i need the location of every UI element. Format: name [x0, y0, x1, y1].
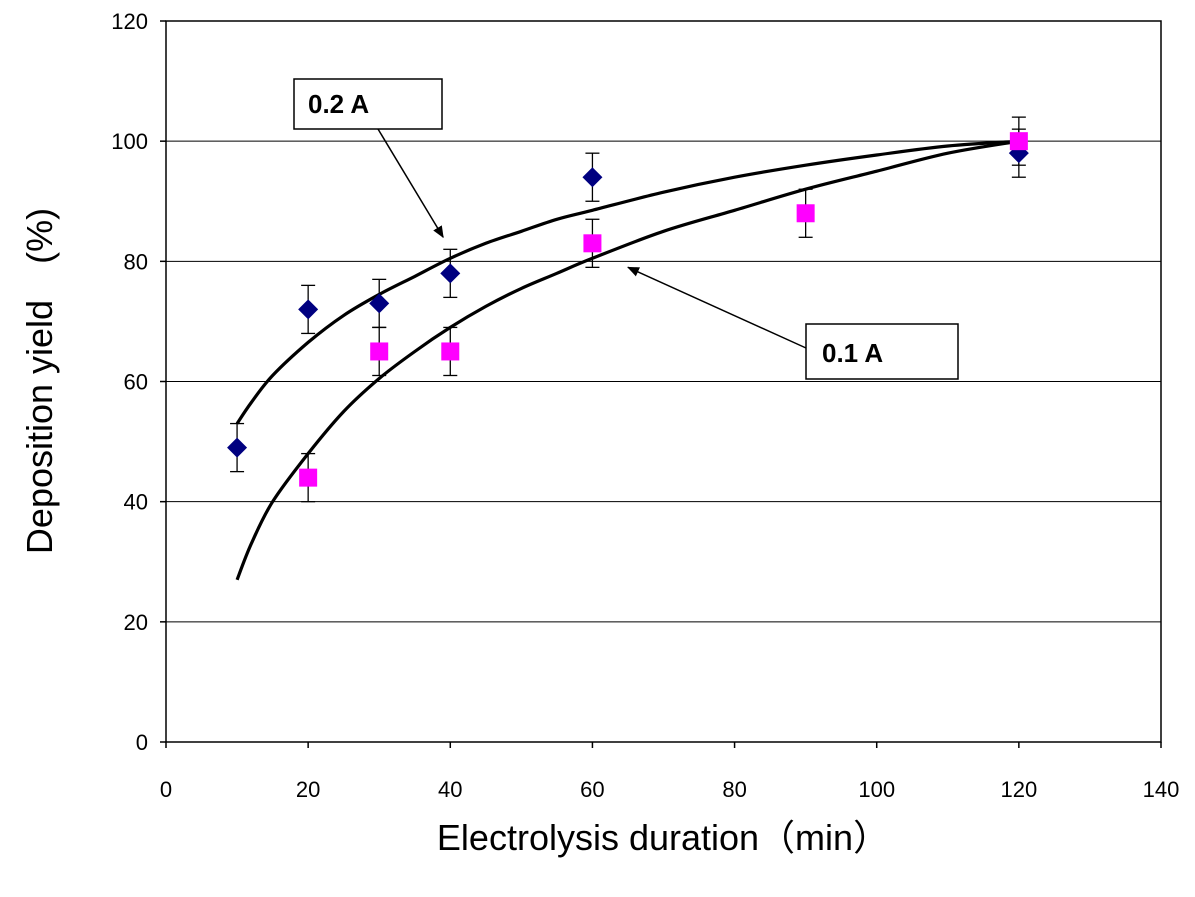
point-square-2 — [441, 342, 460, 361]
gridlines — [166, 140, 1161, 623]
fit-curve-0 — [235, 139, 1020, 425]
x-axis-ticks: 0 20 40 60 80 100 120 140 — [160, 742, 1179, 802]
annotation-arrow-0-2a — [377, 128, 444, 239]
point-diamond-2 — [369, 293, 390, 314]
point-square-3 — [583, 234, 602, 253]
point-square-4 — [796, 204, 815, 223]
y-tick-label-120: 120 — [111, 9, 148, 34]
y-axis-title: Deposition yield (%) — [19, 208, 60, 554]
y-tick-label-60: 60 — [124, 370, 148, 395]
x-tick-label-0: 0 — [160, 777, 172, 802]
point-diamond-0 — [227, 437, 248, 458]
annotation-box-0-1a — [805, 323, 959, 380]
x-tick-label-40: 40 — [438, 777, 462, 802]
point-square-0 — [299, 468, 318, 487]
point-diamond-4 — [582, 167, 603, 188]
y-tick-label-80: 80 — [124, 249, 148, 274]
x-tick-label-60: 60 — [580, 777, 604, 802]
point-square-1 — [370, 342, 389, 361]
y-tick-label-100: 100 — [111, 129, 148, 154]
y-axis-ticks: 0 20 40 60 80 100 120 — [111, 9, 166, 755]
x-tick-label-100: 100 — [858, 777, 895, 802]
point-diamond-3 — [440, 263, 461, 284]
x-tick-label-120: 120 — [1000, 777, 1037, 802]
x-tick-label-80: 80 — [722, 777, 746, 802]
x-tick-label-140: 140 — [1143, 777, 1180, 802]
x-tick-label-20: 20 — [296, 777, 320, 802]
data-points — [227, 132, 1029, 487]
annotation-label-0-2a: 0.2 A — [308, 89, 369, 119]
y-tick-label-0: 0 — [136, 730, 148, 755]
annotation-label-0-1a: 0.1 A — [822, 338, 883, 368]
y-tick-label-20: 20 — [124, 610, 148, 635]
x-axis-title: Electrolysis duration（min） — [437, 817, 889, 858]
point-diamond-1 — [298, 299, 319, 320]
point-square-5 — [1009, 132, 1028, 151]
annotation-box-0-2a — [293, 78, 443, 130]
annotation-arrow-0-1a — [627, 266, 807, 349]
y-tick-label-40: 40 — [124, 490, 148, 515]
